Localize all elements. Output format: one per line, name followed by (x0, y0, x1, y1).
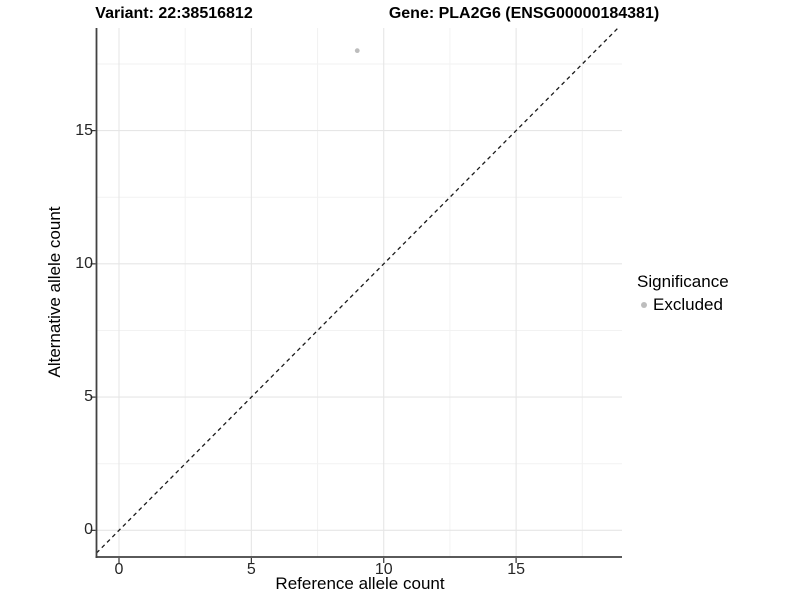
identity-dashed-line (96, 27, 619, 554)
variant-title: Variant: 22:38516812 (95, 5, 253, 22)
legend-title: Significance (637, 272, 729, 291)
data-point (354, 48, 360, 54)
legend: Significance Excluded (637, 272, 729, 315)
excluded-dot-icon (641, 302, 647, 308)
y-axis-title: Alternative allele count (45, 206, 64, 378)
x-tick-label: 10 (374, 561, 393, 578)
x-axis-title: Reference allele count (275, 574, 445, 593)
y-tick-label: 10 (75, 254, 93, 272)
y-tick-label: 15 (75, 121, 93, 139)
gene-title: Gene: PLA2G6 (ENSG00000184381) (388, 5, 660, 22)
y-tick-label: 5 (84, 388, 93, 406)
x-tick-label: 5 (246, 561, 256, 578)
x-tick-label: 0 (114, 561, 124, 578)
y-tick-label: 0 (84, 521, 93, 539)
x-tick-label: 15 (507, 561, 525, 578)
legend-item-excluded: Excluded (637, 295, 729, 315)
legend-item-label: Excluded (653, 295, 723, 314)
